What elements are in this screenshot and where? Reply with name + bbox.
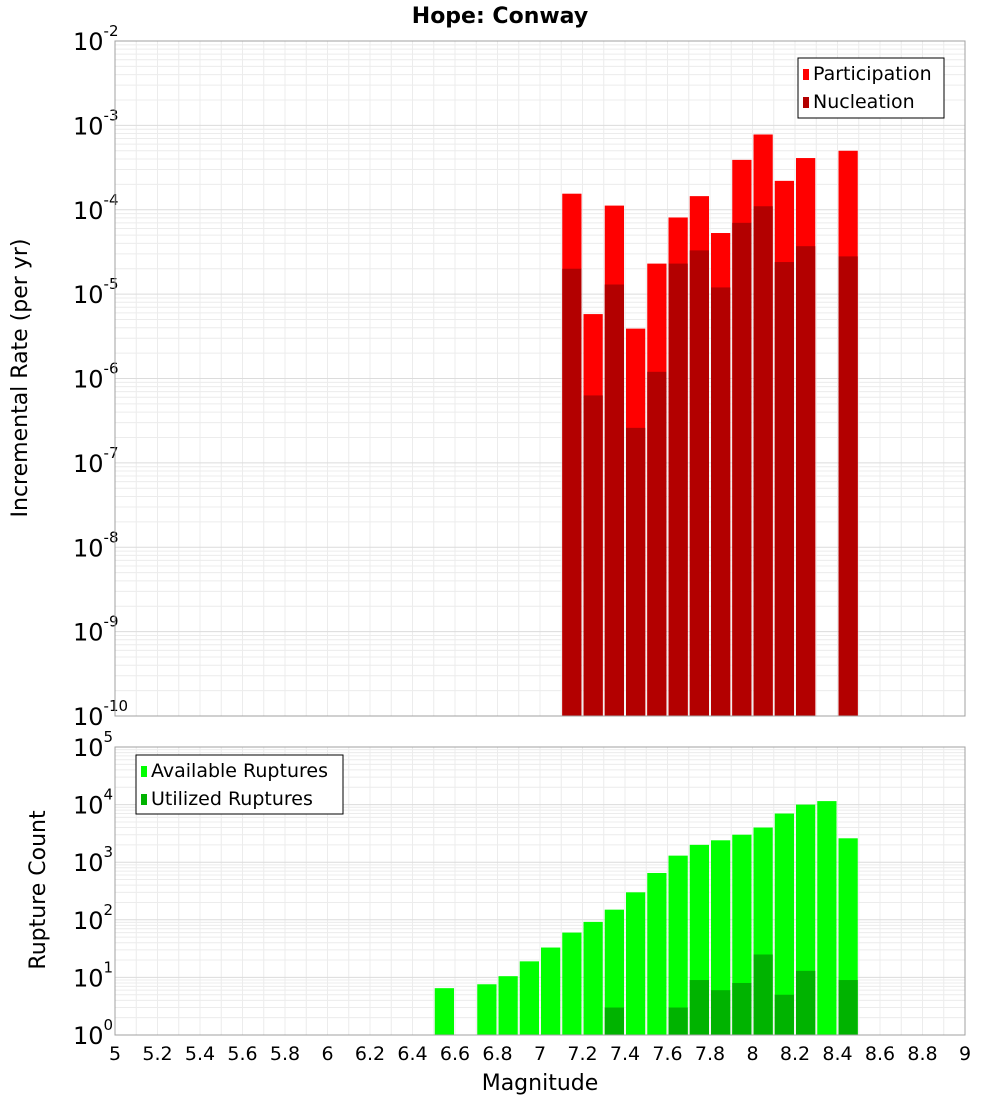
bar-available-ruptures: [817, 801, 837, 1035]
x-tick-label: 6.6: [440, 1043, 470, 1065]
plot-frame: [114, 40, 966, 717]
legend-label: Participation: [813, 63, 932, 85]
bar-available-ruptures: [519, 961, 539, 1035]
legend-swatch: [803, 97, 809, 108]
bar-available-ruptures: [668, 855, 688, 1035]
x-tick-label: 5.2: [142, 1043, 172, 1065]
grid-lines: [114, 41, 966, 717]
x-tick-label: 6: [321, 1043, 333, 1065]
x-tick-label: 7.2: [567, 1043, 597, 1065]
x-tick-label: 5.6: [227, 1043, 257, 1065]
legend-label: Nucleation: [813, 91, 915, 113]
bar-nucleation: [562, 268, 582, 716]
bar-utilized-ruptures: [838, 980, 858, 1035]
x-tick-label: 8.4: [822, 1043, 852, 1065]
x-tick-label: 6.8: [482, 1043, 512, 1065]
y-tick-label: 10-10: [73, 697, 128, 731]
bar-nucleation: [668, 263, 688, 716]
x-tick-label: 8.8: [907, 1043, 937, 1065]
bar-nucleation: [626, 427, 646, 716]
bar-available-ruptures: [477, 984, 497, 1035]
bottom-plot-panel: 100 101 102 103 104 105 Available Ruptures Util…: [73, 728, 966, 1050]
bar-available-ruptures: [604, 909, 624, 1035]
bar-utilized-ruptures: [732, 982, 752, 1035]
y-tick-label: 10-5: [73, 275, 119, 309]
bar-nucleation: [689, 250, 709, 717]
y-tick-label: 103: [73, 843, 113, 877]
bar-nucleation: [753, 206, 773, 716]
bar-utilized-ruptures: [753, 954, 773, 1035]
x-tick-label: 8: [746, 1043, 758, 1065]
legend-label: Available Ruptures: [151, 760, 328, 782]
bar-nucleation: [583, 395, 603, 716]
x-axis-label: Magnitude: [482, 1071, 599, 1096]
legend-box: [135, 754, 344, 815]
x-tick-label: 7.6: [652, 1043, 682, 1065]
legend-swatch: [141, 766, 147, 777]
legend-box: [797, 57, 945, 119]
x-tick-label: 5.4: [185, 1043, 215, 1065]
bar-available-ruptures: [541, 947, 561, 1035]
y-tick-label: 100: [73, 1016, 113, 1050]
x-tick-label: 8.6: [865, 1043, 895, 1065]
bars: [562, 134, 858, 717]
bar-available-ruptures: [647, 872, 667, 1035]
x-tick-label: 6.4: [397, 1043, 427, 1065]
bar-nucleation: [774, 262, 794, 716]
x-tick-label: 8.2: [780, 1043, 810, 1065]
bar-available-ruptures: [583, 921, 603, 1035]
bars: [434, 801, 858, 1035]
x-tick-label: 9: [959, 1043, 971, 1065]
y-tick-label: 10-2: [73, 22, 119, 56]
bar-nucleation: [604, 284, 624, 716]
y-tick-label: 10-4: [73, 191, 119, 225]
bar-nucleation: [711, 287, 731, 716]
y-tick-label: 10-8: [73, 528, 119, 562]
x-tick-label: 7.4: [610, 1043, 640, 1065]
bar-utilized-ruptures: [711, 990, 731, 1035]
x-tick-label: 7.8: [695, 1043, 725, 1065]
x-tick-label: 5.8: [270, 1043, 300, 1065]
bar-nucleation: [838, 256, 858, 716]
chart-title: Hope: Conway: [412, 4, 588, 29]
bar-available-ruptures: [711, 840, 731, 1035]
legend: Participation Nucleation: [797, 57, 945, 119]
bar-available-ruptures: [498, 976, 518, 1035]
y-tick-label: 104: [73, 786, 113, 820]
legend-swatch: [803, 69, 809, 80]
top-plot-panel: 10-10 10-9 10-8 10-7 10-6 10-5 10-4 10-3 10-2 Par…: [73, 22, 966, 731]
y-tick-label: 105: [73, 728, 113, 762]
bar-available-ruptures: [562, 932, 582, 1035]
legend-label: Utilized Ruptures: [151, 788, 313, 810]
bar-utilized-ruptures: [689, 980, 709, 1035]
bar-utilized-ruptures: [668, 1007, 688, 1035]
bar-nucleation: [796, 246, 816, 716]
bar-available-ruptures: [774, 813, 794, 1035]
bottom-y-axis-label: Rupture Count: [26, 810, 51, 970]
bar-nucleation: [647, 371, 667, 716]
plot-frame: [114, 746, 966, 1036]
top-y-axis-label: Incremental Rate (per yr): [8, 239, 33, 518]
legend-swatch: [141, 794, 147, 805]
y-tick-label: 102: [73, 901, 113, 935]
bar-utilized-ruptures: [796, 970, 816, 1035]
legend: Available Ruptures Utilized Ruptures: [135, 754, 344, 815]
bar-utilized-ruptures: [774, 994, 794, 1035]
y-tick-label: 10-6: [73, 360, 119, 394]
bar-nucleation: [732, 222, 752, 716]
y-tick-label: 101: [73, 958, 113, 992]
bar-available-ruptures: [626, 892, 646, 1035]
bar-available-ruptures: [434, 988, 454, 1035]
x-tick-label: 6.2: [355, 1043, 385, 1065]
x-tick-label: 7: [534, 1043, 546, 1065]
y-tick-label: 10-3: [73, 106, 119, 140]
y-tick-labels: 100 101 102 103 104 105: [73, 728, 113, 1050]
x-tick-labels: 5 5.2 5.4 5.6 5.8 6 6.2 6.4 6.6 6.8 7 7.2 7.4 7.6 7.8 8…: [109, 1043, 971, 1065]
y-tick-label: 10-9: [73, 613, 119, 647]
y-tick-label: 10-7: [73, 444, 119, 478]
x-tick-label: 5: [109, 1043, 121, 1065]
bar-utilized-ruptures: [604, 1007, 624, 1035]
